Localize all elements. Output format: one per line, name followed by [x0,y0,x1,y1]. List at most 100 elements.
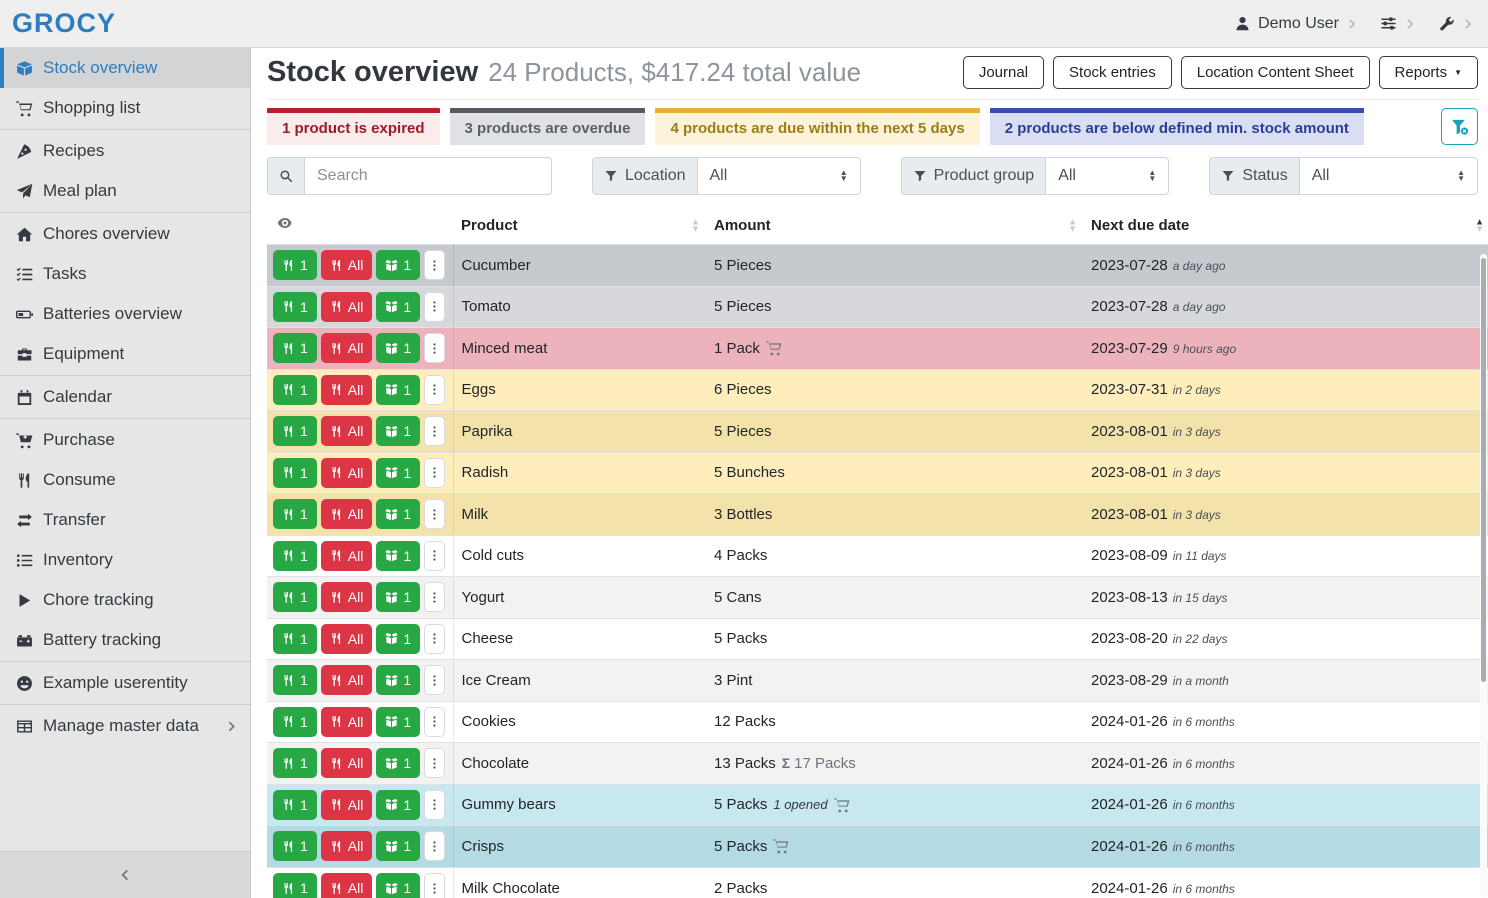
table-row[interactable]: 1 All 1 Crisps 5 Packs 2024-01-26 in 6 months [267,825,1488,867]
row-menu-button[interactable] [424,374,445,405]
row-menu-button[interactable] [424,416,445,447]
product-name[interactable]: Minced meat [461,339,548,357]
consume-one-button[interactable]: 1 [273,623,317,654]
product-name[interactable]: Yogurt [461,588,505,606]
sidebar-collapse-button[interactable] [0,851,250,898]
admin-menu[interactable] [1438,15,1474,32]
reports-button[interactable]: Reports ▼ [1378,56,1478,89]
table-row[interactable]: 1 All 1 Cookies 12 Packs 2024-01-26 in 6 month… [267,700,1488,743]
consume-all-button[interactable]: All [320,333,373,364]
location-content-sheet-button[interactable]: Location Content Sheet [1180,56,1370,89]
consume-all-button[interactable]: All [320,665,373,696]
sidebar-item-inventory[interactable]: Inventory [0,540,250,580]
mark-opened-button[interactable]: 1 [376,706,421,737]
column-header-product[interactable]: Product ▲ ▼ [461,216,700,234]
overdue-banner[interactable]: 3 products are overdue [449,108,646,145]
mark-opened-button[interactable]: 1 [376,748,421,779]
consume-all-button[interactable]: All [320,789,373,820]
consume-all-button[interactable]: All [320,623,373,654]
consume-one-button[interactable]: 1 [273,873,317,898]
consume-all-button[interactable]: All [320,499,373,530]
mark-opened-button[interactable]: 1 [376,333,421,364]
consume-one-button[interactable]: 1 [273,831,317,862]
row-menu-button[interactable] [424,665,445,696]
sidebar-item-consume[interactable]: Consume [0,460,250,500]
sidebar-item-example-userentity[interactable]: Example userentity [0,663,250,703]
product-name[interactable]: Ice Cream [461,671,531,689]
settings-menu[interactable] [1380,15,1416,32]
sidebar-item-battery-tracking[interactable]: Battery tracking [0,620,250,660]
stock-entries-button[interactable]: Stock entries [1053,56,1172,89]
product-name[interactable]: Crisps [461,837,505,855]
table-row[interactable]: 1 All 1 Cucumber 5 Pieces 2023-07-28 a day ago [267,244,1488,286]
mark-opened-button[interactable]: 1 [376,582,421,613]
table-row[interactable]: 1 All 1 Eggs 6 Pieces 2023-07-31 in 2 days [267,368,1488,411]
table-row[interactable]: 1 All 1 Gummy bears 5 Packs 1 opened 2024-01-2… [267,783,1488,826]
consume-all-button[interactable]: All [320,706,373,737]
sidebar-item-stock-overview[interactable]: Stock overview [0,48,250,88]
sidebar-item-chore-tracking[interactable]: Chore tracking [0,580,250,620]
table-row[interactable]: 1 All 1 Cold cuts 4 Packs 2023-08-09 in 11 day… [267,534,1488,577]
belowmin-banner[interactable]: 2 products are below defined min. stock … [989,108,1364,145]
product-name[interactable]: Chocolate [461,754,530,772]
product-name[interactable]: Milk Chocolate [461,879,560,897]
consume-one-button[interactable]: 1 [273,374,317,405]
consume-one-button[interactable]: 1 [273,250,317,281]
sidebar-item-chores-overview[interactable]: Chores overview [0,214,250,254]
product-name[interactable]: Eggs [461,381,496,399]
row-menu-button[interactable] [424,706,445,737]
table-row[interactable]: 1 All 1 Minced meat 1 Pack 2023-07-29 9 hours … [267,327,1488,369]
mark-opened-button[interactable]: 1 [376,374,421,405]
sidebar-item-equipment[interactable]: Equipment [0,334,250,374]
table-row[interactable]: 1 All 1 Milk Chocolate 2 Packs 2024-01-26 in 6… [267,866,1488,898]
table-scrollbar[interactable] [1480,254,1487,898]
due-banner[interactable]: 4 products are due within the next 5 day… [655,108,980,145]
consume-all-button[interactable]: All [320,748,373,779]
consume-one-button[interactable]: 1 [273,291,317,322]
consume-all-button[interactable]: All [320,540,373,571]
row-menu-button[interactable] [424,499,445,530]
location-select[interactable]: All ▲ ▼ [696,157,861,195]
mark-opened-button[interactable]: 1 [376,499,421,530]
consume-one-button[interactable]: 1 [273,540,317,571]
consume-one-button[interactable]: 1 [273,416,317,447]
consume-one-button[interactable]: 1 [273,748,317,779]
mark-opened-button[interactable]: 1 [376,540,421,571]
column-header-amount[interactable]: Amount ▲ ▼ [714,216,1077,234]
consume-all-button[interactable]: All [320,250,373,281]
consume-all-button[interactable]: All [320,873,373,898]
table-row[interactable]: 1 All 1 Tomato 5 Pieces 2023-07-28 a day ago [267,285,1488,328]
expired-banner[interactable]: 1 product is expired [267,108,440,145]
scrollbar-thumb[interactable] [1481,258,1486,682]
sidebar-item-transfer[interactable]: Transfer [0,500,250,540]
table-row[interactable]: 1 All 1 Milk 3 Bottles 2023-08-01 in 3 days [267,493,1488,535]
sidebar-item-purchase[interactable]: Purchase [0,420,250,460]
product-name[interactable]: Tomato [461,298,511,316]
consume-one-button[interactable]: 1 [273,706,317,737]
consume-one-button[interactable]: 1 [273,333,317,364]
sidebar-item-meal-plan[interactable]: Meal plan [0,171,250,211]
mark-opened-button[interactable]: 1 [376,250,421,281]
consume-one-button[interactable]: 1 [273,789,317,820]
search-input[interactable] [304,157,552,195]
product-name[interactable]: Milk [461,505,489,523]
mark-opened-button[interactable]: 1 [376,457,421,488]
mark-opened-button[interactable]: 1 [376,789,421,820]
column-header-next-due-date[interactable]: Next due date ▲ ▼ [1091,216,1484,234]
row-menu-button[interactable] [424,831,445,862]
product-name[interactable]: Gummy bears [461,796,556,814]
sidebar-item-batteries-overview[interactable]: Batteries overview [0,294,250,334]
table-row[interactable]: 1 All 1 Yogurt 5 Cans 2023-08-13 in 15 days [267,576,1488,618]
consume-one-button[interactable]: 1 [273,457,317,488]
mark-opened-button[interactable]: 1 [376,291,421,322]
product-name[interactable]: Cheese [461,630,514,648]
sidebar-item-manage-master-data[interactable]: Manage master data [0,706,250,746]
product-name[interactable]: Paprika [461,422,513,440]
consume-all-button[interactable]: All [320,582,373,613]
mark-opened-button[interactable]: 1 [376,665,421,696]
consume-all-button[interactable]: All [320,831,373,862]
column-visibility-header[interactable] [267,208,453,245]
clear-filter-button[interactable] [1441,108,1478,145]
status-select[interactable]: All ▲ ▼ [1298,157,1479,195]
row-menu-button[interactable] [424,540,445,571]
